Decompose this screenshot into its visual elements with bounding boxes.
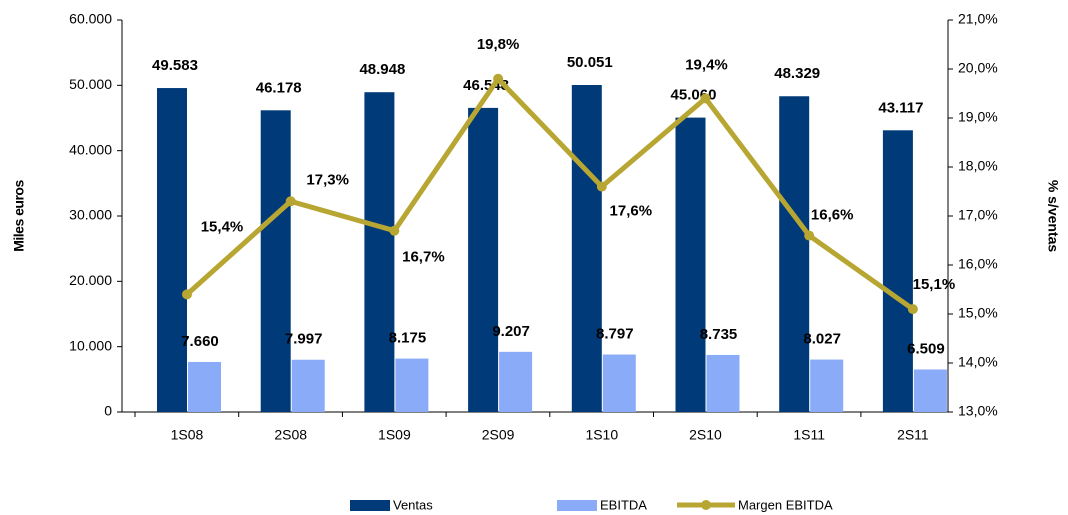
value-label: 16,7% — [402, 249, 445, 266]
x-tick-label: 1S08 — [171, 427, 204, 443]
bar — [260, 110, 291, 412]
bar — [364, 92, 395, 413]
legend-label: EBITDA — [600, 497, 647, 512]
y-tick-label: 50.000 — [69, 76, 112, 92]
y-tick-label: 20.000 — [69, 272, 112, 288]
y2-tick-label: 17,0% — [958, 207, 998, 223]
bar — [571, 85, 602, 413]
value-label: 8.797 — [596, 325, 634, 342]
line-marker — [389, 225, 400, 236]
legend-label: Ventas — [393, 497, 433, 512]
line-marker — [907, 304, 918, 315]
value-label: 46.178 — [256, 79, 302, 96]
y-axis-label: Miles euros — [11, 180, 27, 252]
value-label: 50.051 — [567, 54, 613, 71]
x-tick-label: 1S11 — [793, 427, 825, 443]
y2-axis-label: % s/ventas — [1045, 180, 1061, 253]
y-tick-label: 0 — [104, 403, 112, 419]
bar — [882, 130, 913, 413]
value-label: 48.329 — [774, 65, 820, 82]
value-label: 7.997 — [285, 331, 323, 348]
line-marker — [493, 73, 504, 84]
bar — [675, 117, 706, 412]
value-label: 48.948 — [359, 61, 405, 78]
y2-tick-label: 13,0% — [958, 403, 998, 419]
value-label: 8.175 — [389, 330, 427, 347]
value-label: 17,3% — [306, 171, 349, 188]
value-label: 43.117 — [878, 99, 923, 116]
x-tick-label: 2S11 — [897, 427, 929, 443]
legend-marker — [701, 500, 711, 510]
value-label: 17,6% — [610, 203, 653, 220]
value-label: 15,4% — [201, 218, 244, 235]
bar — [499, 351, 533, 412]
y-tick-label: 30.000 — [69, 207, 112, 223]
y2-tick-label: 21,0% — [958, 11, 998, 27]
y2-tick-label: 16,0% — [958, 256, 998, 272]
bar — [913, 369, 947, 412]
legend-swatch — [350, 500, 390, 511]
bar — [157, 88, 187, 412]
value-label: 49.583 — [152, 57, 198, 74]
x-tick-label: 1S10 — [585, 427, 618, 443]
y2-tick-label: 15,0% — [958, 305, 998, 321]
y-tick-label: 40.000 — [69, 141, 112, 157]
x-tick-label: 2S08 — [274, 427, 307, 443]
line-marker — [804, 230, 815, 241]
bar — [810, 359, 844, 412]
y2-tick-label: 20,0% — [958, 60, 998, 76]
bar — [468, 107, 499, 412]
y2-tick-label: 14,0% — [958, 354, 998, 370]
value-label: 8.027 — [803, 331, 841, 348]
bar — [602, 354, 636, 412]
value-label: 16,6% — [811, 207, 854, 224]
bar — [706, 354, 740, 412]
bar — [779, 96, 810, 412]
value-label: 9.207 — [492, 323, 530, 340]
line-marker — [700, 93, 711, 104]
bar — [395, 358, 429, 412]
line-marker — [285, 196, 296, 207]
value-label: 19,4% — [685, 56, 728, 73]
value-label: 19,8% — [477, 36, 520, 53]
line-marker — [596, 181, 607, 192]
value-label: 8.735 — [700, 326, 738, 343]
y2-tick-label: 19,0% — [958, 109, 998, 125]
y-tick-label: 10.000 — [69, 337, 112, 353]
line — [185, 74, 915, 312]
value-label: 6.509 — [907, 340, 945, 357]
value-label: 15,1% — [913, 276, 956, 293]
bar — [188, 361, 221, 412]
bar — [291, 359, 325, 412]
y-tick-label: 60.000 — [69, 11, 112, 27]
legend-swatch — [557, 500, 597, 511]
y2-tick-label: 18,0% — [958, 158, 998, 174]
x-tick-label: 1S09 — [378, 427, 411, 443]
value-label: 7.660 — [181, 333, 219, 350]
x-tick-label: 2S10 — [689, 427, 722, 443]
line-marker — [182, 289, 192, 300]
x-tick-label: 2S09 — [482, 427, 515, 443]
legend-label: Margen EBITDA — [738, 497, 833, 512]
